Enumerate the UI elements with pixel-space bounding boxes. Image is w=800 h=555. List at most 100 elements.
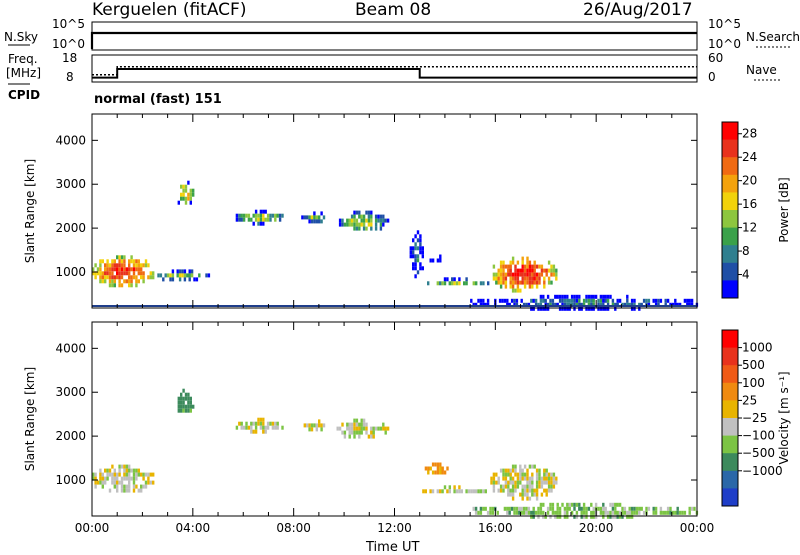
echo-cell [360, 214, 363, 219]
echo-cell [563, 506, 567, 511]
echo-cell [96, 480, 100, 485]
echo-cell [511, 288, 515, 293]
echo-cell [542, 294, 545, 299]
echo-cell [142, 476, 145, 481]
echo-cell [353, 422, 356, 427]
echo-cell [521, 260, 524, 265]
echo-cell [495, 472, 498, 477]
echo-cell [504, 280, 508, 285]
echo-cell [511, 480, 515, 485]
echo-cell [683, 298, 687, 303]
echo-cell [514, 468, 517, 473]
echo-cell [353, 214, 356, 219]
echo-cell [266, 213, 270, 218]
echo-cell [555, 480, 558, 485]
echo-cell [193, 277, 196, 282]
echo-cell [532, 506, 535, 511]
echo-cell [528, 480, 532, 485]
echo-cell [486, 298, 490, 303]
echo-cell [470, 298, 473, 303]
echo-cell [135, 275, 138, 280]
echo-cell [523, 276, 527, 281]
echo-cell [106, 468, 109, 473]
echo-cell [521, 476, 524, 481]
colorbar-tick-label: −100 [742, 429, 775, 443]
echo-cell [528, 268, 532, 273]
echo-cell [693, 506, 696, 511]
echo-cell [514, 480, 517, 485]
echo-cell [575, 510, 579, 515]
echo-cell [509, 476, 512, 481]
echo-cell [585, 298, 588, 303]
echo-cell [118, 255, 121, 260]
echo-cell [360, 430, 363, 435]
echo-cell [152, 480, 155, 485]
echo-cell [638, 506, 641, 511]
echo-cell [519, 280, 522, 285]
echo-cell [522, 302, 526, 307]
echo-cell [184, 200, 188, 205]
echo-cell [313, 219, 316, 224]
echo-cell [313, 215, 316, 220]
echo-cell [419, 238, 422, 243]
echo-cell [465, 277, 468, 282]
echo-cell [125, 468, 128, 473]
echo-cell [362, 218, 366, 223]
echo-cell [525, 510, 528, 515]
echo-cell [602, 302, 605, 307]
echo-cell [274, 213, 277, 218]
echo-cell [446, 466, 449, 471]
echo-cell [597, 302, 600, 307]
echo-cell [104, 275, 107, 280]
echo-cell [611, 302, 615, 307]
echo-cell [492, 476, 496, 481]
colorbar-tick-label: 24 [742, 150, 757, 164]
echo-cell [176, 269, 179, 274]
echo-cell [104, 263, 107, 268]
echo-cell [421, 246, 424, 251]
echo-cell [504, 276, 508, 281]
echo-cell [578, 294, 581, 299]
echo-cell [448, 281, 451, 286]
echo-cell [540, 484, 544, 489]
echo-cell [585, 294, 588, 299]
echo-cell [360, 418, 363, 423]
echo-cell [539, 298, 543, 303]
colorbar-segment [722, 470, 738, 489]
colorbar-tick-label: 28 [742, 127, 757, 141]
echo-cell [147, 275, 150, 280]
echo-cell [416, 238, 420, 243]
echo-cell [257, 417, 260, 422]
echo-cell [412, 238, 415, 243]
echo-cell [360, 222, 363, 227]
echo-cell [116, 484, 119, 489]
colorbar-tick-label: 500 [742, 358, 765, 372]
echo-cell [178, 277, 182, 282]
echo-cell [556, 302, 559, 307]
echo-cell [504, 480, 508, 485]
echo-cell [101, 259, 104, 264]
echo-cell [259, 421, 263, 426]
echo-cell [118, 263, 121, 268]
echo-cell [606, 302, 610, 307]
echo-cell [688, 510, 691, 515]
echo-cell [544, 514, 547, 519]
echo-cell [355, 426, 359, 431]
echo-cell [315, 219, 318, 224]
echo-cell [664, 510, 667, 515]
echo-cell [526, 256, 529, 261]
echo-cell [575, 302, 579, 307]
echo-cell [472, 506, 475, 511]
echo-cell [592, 514, 595, 519]
echo-cell [343, 430, 347, 435]
echo-cell [353, 430, 356, 435]
echo-cell [543, 284, 546, 289]
echo-cell [120, 484, 124, 489]
echo-cell [171, 277, 175, 282]
echo-cell [575, 514, 579, 519]
echo-cell [570, 302, 574, 307]
echo-cell [509, 488, 512, 493]
freq-panel [91, 54, 698, 83]
echo-cell [614, 506, 617, 511]
echo-cell [674, 298, 677, 303]
